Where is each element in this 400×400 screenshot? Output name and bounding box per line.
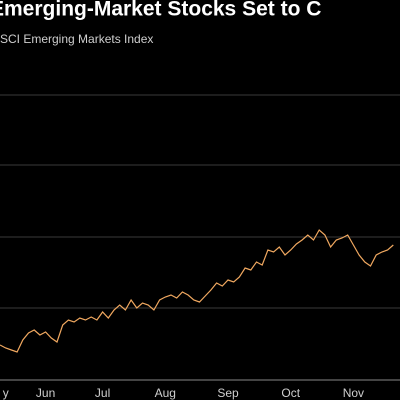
x-tick-label: Nov xyxy=(343,386,364,400)
x-tick-label: Oct xyxy=(281,386,300,400)
x-tick-label: y xyxy=(3,386,9,400)
x-tick-label: Sep xyxy=(217,386,239,400)
x-tick-label: Aug xyxy=(155,386,176,400)
chart-title: Emerging-Market Stocks Set to C xyxy=(0,0,321,21)
x-tick-label: Jun xyxy=(36,386,55,400)
chart-subtitle: SCI Emerging Markets Index xyxy=(0,32,153,46)
x-tick-label: Jul xyxy=(95,386,110,400)
price-line xyxy=(0,229,394,353)
